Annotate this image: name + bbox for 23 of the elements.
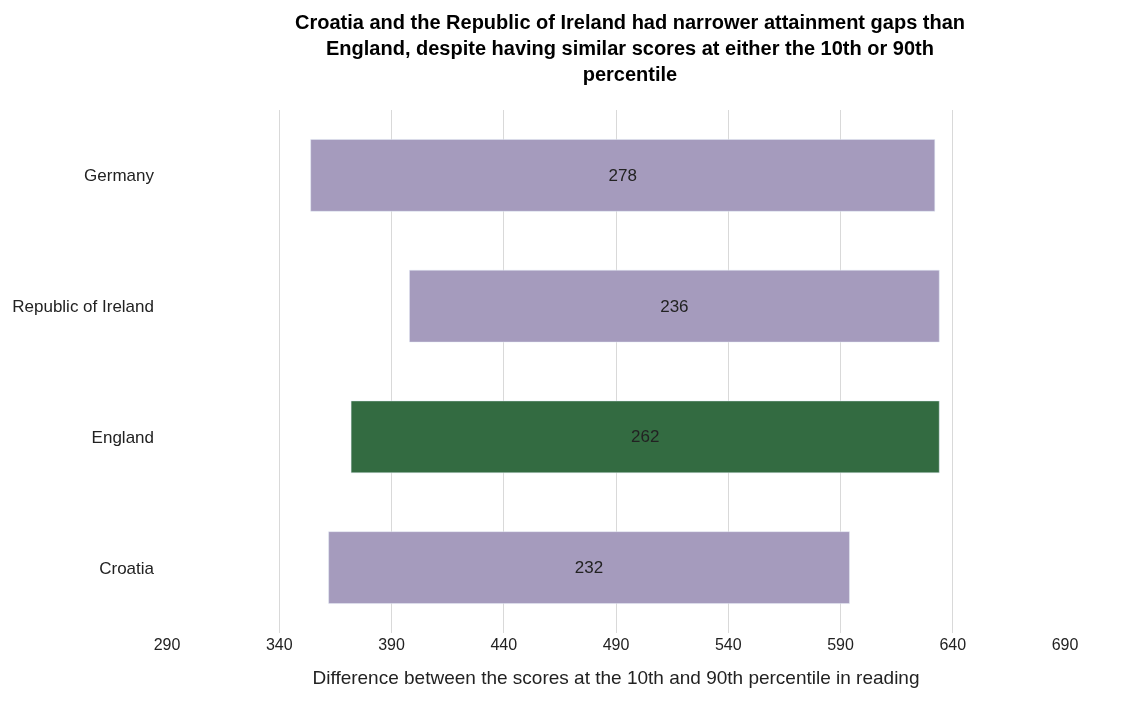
x-tick-label: 440 [490, 636, 518, 653]
bar [310, 139, 936, 212]
x-tick-label: 340 [265, 636, 293, 653]
y-tick-label: Germany [84, 166, 155, 186]
chart-title: Croatia and the Republic of Ireland had narrower attainment gaps than England, despite having similar scores at either the 10th or 90th percentile [294, 10, 966, 85]
data-label: 262 [631, 427, 660, 447]
data-label: 278 [608, 165, 637, 185]
y-tick-label: Croatia [99, 558, 155, 578]
bar [328, 531, 850, 604]
y-tick-label: England [91, 427, 154, 447]
x-tick-label: 590 [827, 636, 854, 653]
x-tick-label: 690 [1051, 636, 1079, 653]
bar [409, 269, 940, 343]
y-tick-label: Republic of Ireland [12, 297, 154, 317]
x-tick-label: 290 [153, 636, 181, 653]
data-label: 232 [574, 558, 604, 578]
bar [350, 400, 940, 474]
x-tick-label: 490 [602, 636, 630, 653]
x-axis-title: Difference between the scores at the 10th and 90th percentile in reading [312, 666, 920, 688]
x-tick-label: 640 [939, 636, 967, 653]
x-tick-label: 390 [378, 636, 405, 653]
data-label: 236 [660, 296, 689, 316]
x-tick-label: 540 [714, 636, 742, 653]
